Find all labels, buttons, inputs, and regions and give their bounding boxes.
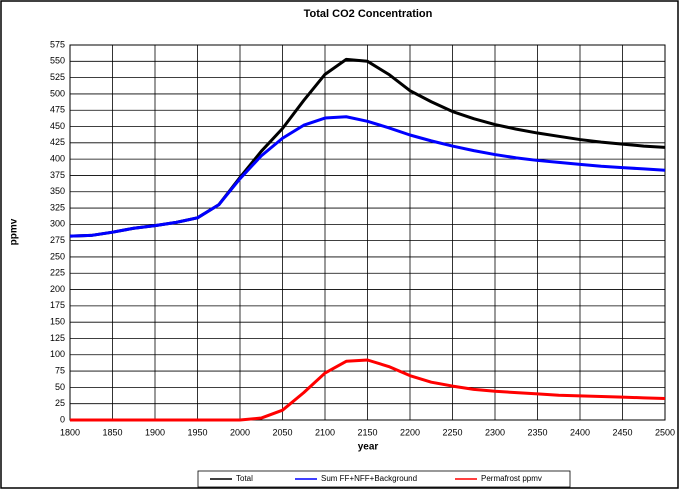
y-tick-label: 525 [50, 72, 65, 82]
series-line [70, 358, 666, 422]
x-tick-label: 2250 [442, 427, 462, 437]
plot-border [69, 44, 666, 421]
y-tick-label: 325 [50, 202, 65, 212]
y-tick-label: 275 [50, 235, 65, 245]
y-axis-label: ppmv [9, 218, 20, 245]
x-tick-label: 1900 [145, 427, 165, 437]
legend-box [197, 470, 571, 488]
y-tick-label: 300 [50, 219, 65, 229]
x-tick-label: 2350 [527, 427, 547, 437]
y-tick-label: 150 [50, 317, 65, 327]
y-tick-label: 250 [50, 251, 65, 261]
y-tick-label: 0 [60, 414, 65, 424]
y-tick-label: 400 [50, 154, 65, 164]
y-tick-label: 200 [50, 284, 65, 294]
y-tick-label: 100 [50, 349, 65, 359]
x-tick-label: 2150 [357, 427, 377, 437]
y-tick-label: 25 [55, 398, 65, 408]
legend-label: Permafrost ppmv [481, 474, 542, 483]
y-tick-label: 475 [50, 105, 65, 115]
x-tick-label: 2300 [485, 427, 505, 437]
series-line [69, 115, 666, 238]
y-tick-label: 450 [50, 121, 65, 131]
x-tick-label: 1850 [102, 427, 122, 437]
x-tick-label: 2450 [612, 427, 632, 437]
y-tick-label: 375 [50, 170, 65, 180]
x-tick-label: 2000 [230, 427, 250, 437]
x-tick-label: 1950 [187, 427, 207, 437]
x-axis-label: year [358, 442, 379, 453]
y-tick-label: 575 [50, 39, 65, 49]
y-tick-label: 50 [55, 382, 65, 392]
y-tick-label: 425 [50, 137, 65, 147]
x-tick-label: 2500 [655, 427, 675, 437]
x-tick-label: 2400 [570, 427, 590, 437]
y-tick-label: 350 [50, 186, 65, 196]
legend-label: Total [236, 474, 253, 483]
y-tick-label: 125 [50, 333, 65, 343]
legend-label: Sum FF+NFF+Background [321, 474, 417, 483]
y-tick-label: 75 [55, 365, 65, 375]
y-tick-label: 175 [50, 300, 65, 310]
x-tick-label: 2200 [400, 427, 420, 437]
x-tick-label: 2050 [272, 427, 292, 437]
y-tick-label: 500 [50, 88, 65, 98]
x-tick-label: 2100 [315, 427, 335, 437]
chart-title: Total CO2 Concentration [304, 8, 433, 20]
y-tick-label: 225 [50, 268, 65, 278]
x-tick-label: 1800 [60, 427, 80, 437]
y-tick-label: 550 [50, 56, 65, 66]
